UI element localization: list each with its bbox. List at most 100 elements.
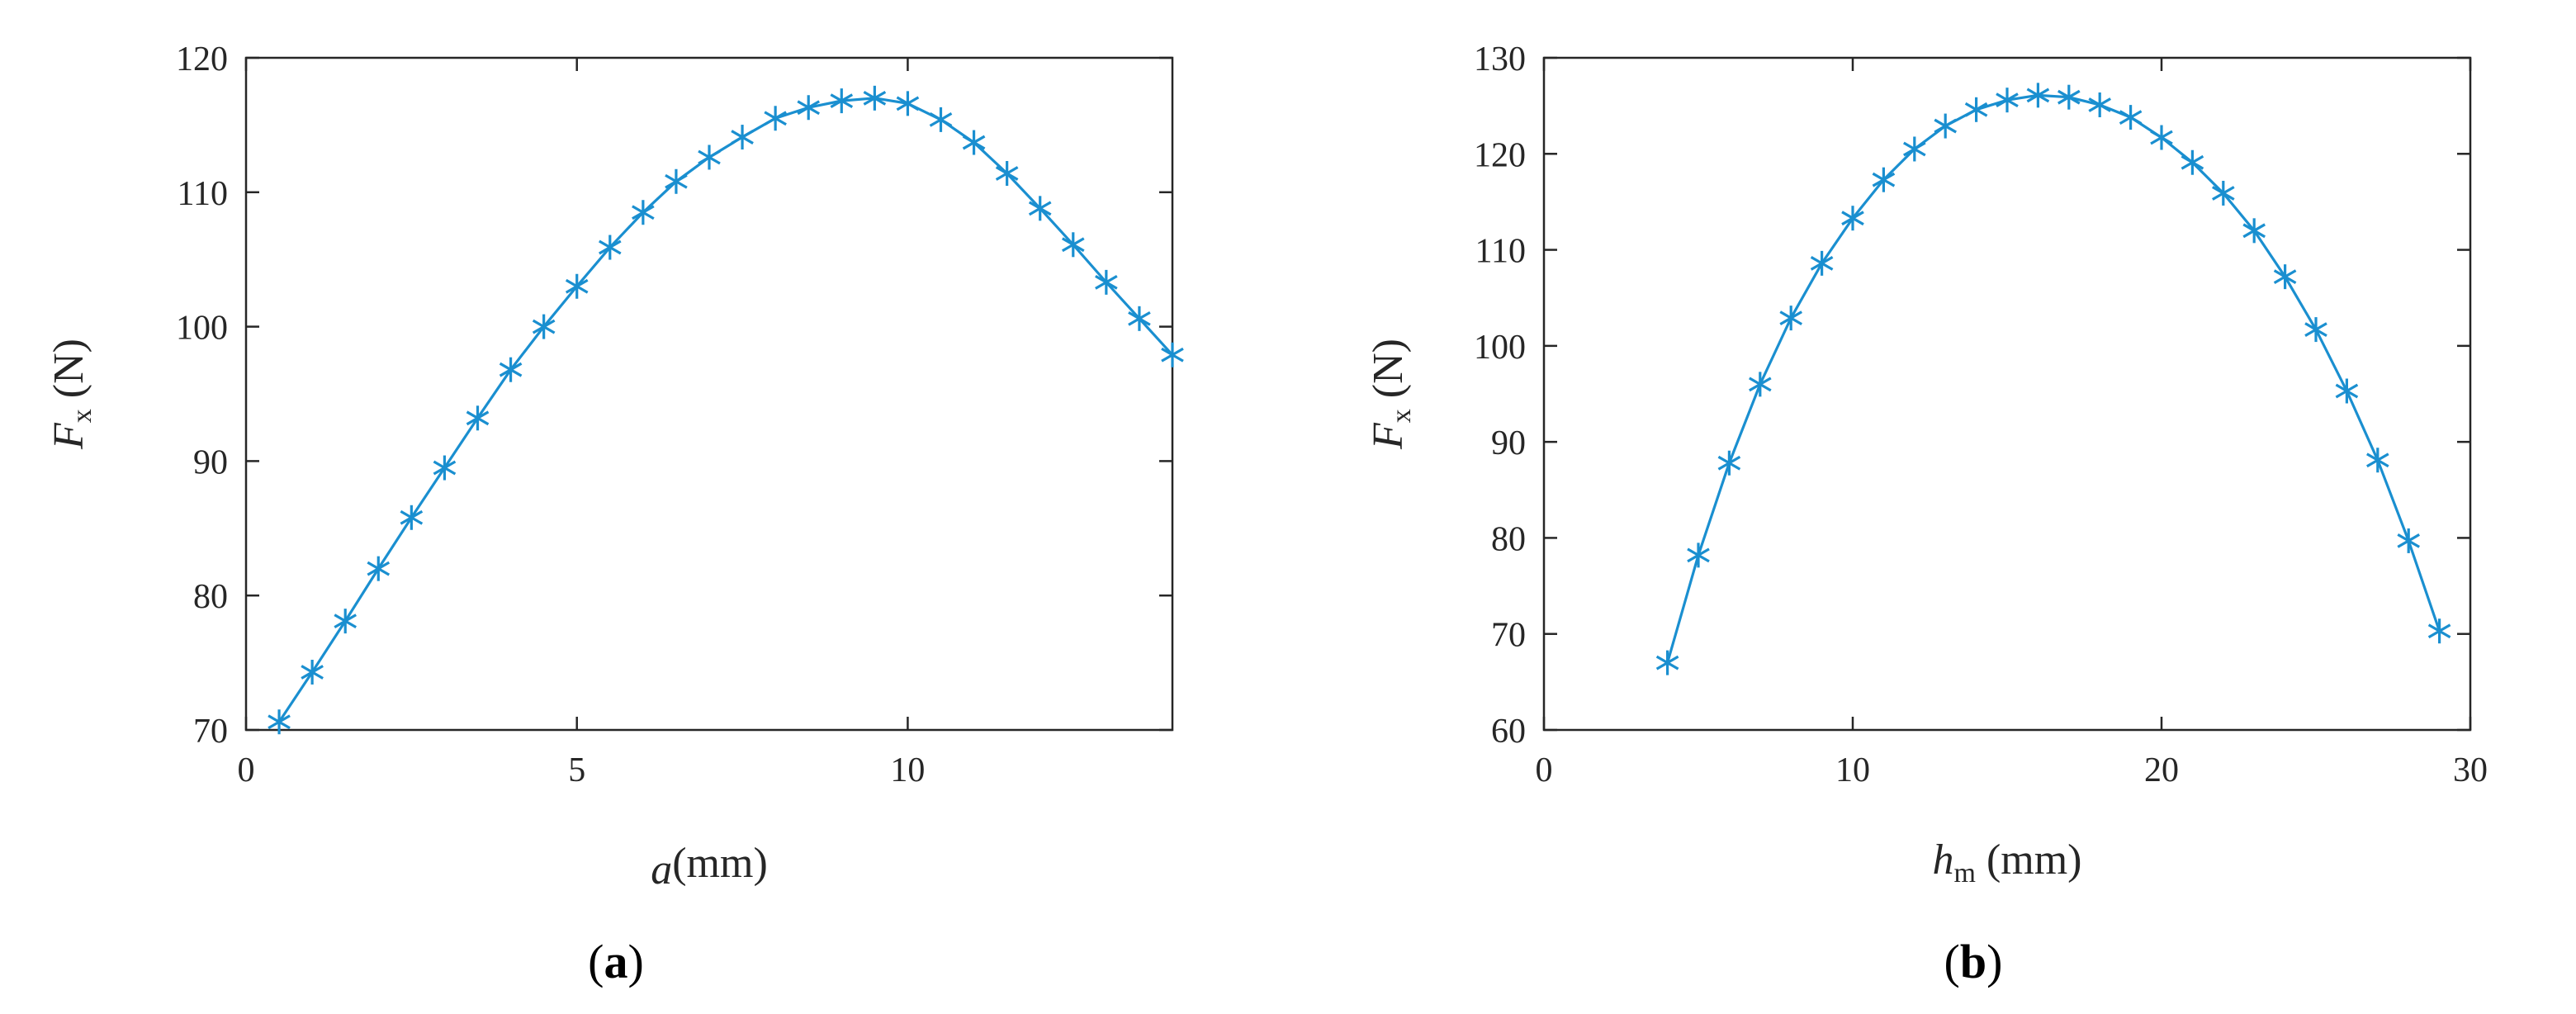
- chart-a-y-tick-label: 80: [193, 578, 228, 616]
- chart-a-data-point: [962, 130, 986, 155]
- chart-a-y-axis-symbol: F: [45, 422, 92, 450]
- chart-a-data-point: [830, 88, 854, 114]
- chart-a-y-tick-label: 120: [176, 40, 228, 78]
- chart-a-data-point: [1061, 232, 1085, 258]
- chart-a-data-point-stroke: [1095, 274, 1118, 290]
- chart-a-panel-open: (: [588, 935, 604, 988]
- chart-b-data-point: [2427, 618, 2451, 644]
- chart-b-data-point: [2057, 84, 2081, 110]
- chart-a-data-point-stroke: [962, 135, 986, 150]
- chart-a-data-point: [400, 505, 424, 530]
- chart-b-ticks: [1542, 56, 2472, 732]
- chart-a-x-tick-label: 5: [568, 751, 585, 789]
- chart-a-data-point-stroke: [334, 614, 358, 629]
- chart-b-data-point: [1964, 97, 1988, 122]
- chart-b-data-point: [2119, 105, 2143, 130]
- chart-a-data-point-stroke: [929, 112, 953, 127]
- chart-b-data-point-stroke: [1934, 118, 1957, 134]
- chart-a-data-point-stroke: [400, 509, 424, 525]
- chart-a-data-point: [367, 556, 391, 581]
- chart-b-data-point-stroke: [1687, 547, 1710, 563]
- chart-b-y-tick-label: 60: [1491, 713, 1526, 751]
- chart-a-data-point-stroke: [499, 362, 523, 377]
- chart-a-data-point-stroke: [896, 96, 920, 111]
- chart-a-data-point-stroke: [1061, 237, 1085, 253]
- chart-b-data-point: [2026, 83, 2050, 108]
- chart-b-y-tick-label: 80: [1491, 520, 1526, 558]
- chart-a-data-point: [1095, 269, 1118, 295]
- chart-b-data-point: [1749, 372, 1772, 397]
- chart-a-data-point-stroke: [1128, 310, 1151, 326]
- chart-a-panel-label: (a): [588, 935, 644, 988]
- chart-b-y-tick-label: 110: [1475, 233, 1526, 271]
- chart-b-data-point: [1996, 88, 2019, 113]
- chart-a-panel-close: ): [628, 935, 644, 988]
- chart-b-data-point-stroke: [1655, 655, 1679, 670]
- chart-a-data-point: [698, 145, 721, 170]
- chart-b-data-point: [2397, 528, 2420, 553]
- chart-a-y-axis-sub: x: [67, 409, 97, 423]
- chart-b-data-point-stroke: [2181, 154, 2204, 170]
- chart-b-data-point-stroke: [2427, 623, 2451, 639]
- chart-a-data-point-stroke: [632, 205, 655, 220]
- chart-a-x-tick-label: 10: [890, 751, 925, 789]
- chart-b-data-point-stroke: [1810, 255, 1834, 271]
- chart-b-panel-open: (: [1944, 935, 1960, 988]
- chart-a-data-point-stroke: [532, 319, 556, 334]
- chart-a-x-axis-symbol: a: [651, 846, 672, 893]
- chart-a-data-point-stroke: [731, 130, 754, 145]
- chart-b-data-point: [1841, 206, 1864, 231]
- chart-b-data-point: [2212, 180, 2235, 206]
- chart-a-data-point-stroke: [268, 714, 291, 730]
- chart-b-panel-letter: b: [1960, 935, 1986, 988]
- chart-b-y-tick-label: 130: [1474, 40, 1526, 78]
- chart-b-data-point-stroke: [2212, 186, 2235, 201]
- chart-b-data-point-stroke: [1717, 455, 1741, 471]
- chart-a-data-point-stroke: [1161, 347, 1184, 362]
- chart-a-data-point: [863, 85, 887, 111]
- chart-a-ticks: [244, 56, 1172, 732]
- chart-b-data-point: [2088, 92, 2111, 117]
- chart-a-x-tick-label: 0: [238, 751, 255, 789]
- chart-b-data-point: [2242, 218, 2266, 244]
- chart-b-data-point-stroke: [1749, 377, 1772, 392]
- chart-b-y-axis-sub: x: [1386, 409, 1417, 423]
- chart-b-data-point: [2304, 317, 2327, 343]
- chart-a-data-point: [433, 455, 457, 481]
- chart-a-data-point: [565, 273, 589, 299]
- chart-b-data-point-stroke: [2366, 453, 2389, 468]
- chart-a-data-point: [532, 314, 556, 339]
- chart-b-data-point-stroke: [1872, 172, 1896, 187]
- chart-a-data-point: [797, 95, 821, 121]
- chart-b-y-axis-unit: (N): [1365, 339, 1412, 409]
- chart-b-data-point: [1779, 306, 1802, 331]
- chart-b-y-axis-symbol: F: [1365, 422, 1412, 450]
- chart-a-x-axis-unit: (mm): [672, 840, 768, 887]
- chart-b-x-tick-label: 30: [2453, 751, 2488, 789]
- chart-a-data-point-stroke: [995, 166, 1019, 181]
- chart-b-x-axis-symbol: h: [1933, 836, 1954, 884]
- chart-b-data-point: [1655, 650, 1679, 675]
- chart-b-data-point-stroke: [1964, 102, 1988, 117]
- chart-a-panel-letter: a: [604, 935, 628, 988]
- chart-b-data-point-stroke: [1779, 310, 1802, 326]
- chart-b-data-point: [1872, 167, 1896, 192]
- chart-b-tick-labels: 0 10 20 30 60 70 80 90 100 110 120 130: [1474, 40, 2488, 789]
- chart-a-data-point: [764, 106, 787, 131]
- chart-b-data-point-stroke: [2057, 89, 2081, 105]
- chart-b-frame: [1542, 56, 2472, 732]
- chart-b-data-point-stroke: [2119, 110, 2143, 125]
- chart-b-data-point-stroke: [2088, 97, 2111, 112]
- chart-b-data-point: [1717, 450, 1741, 476]
- chart-b-data-point-stroke: [2150, 130, 2173, 145]
- chart-a-data-point-stroke: [301, 665, 324, 680]
- chart-b-x-axis-sub: m: [1954, 858, 1976, 888]
- chart-b-data-point: [2335, 378, 2359, 404]
- chart-a-data-point: [1128, 306, 1151, 331]
- chart-a-data-point-stroke: [764, 111, 787, 126]
- chart-a-data-point: [665, 168, 688, 194]
- chart-b-data-point: [1810, 250, 1834, 276]
- chart-b-data-point-stroke: [1996, 92, 2019, 108]
